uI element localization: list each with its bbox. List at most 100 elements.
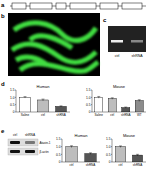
y-tick	[91, 104, 92, 105]
error-bar	[124, 107, 127, 108]
lane-label: ctrl	[13, 133, 18, 137]
y-tick	[91, 112, 92, 113]
lane-label: shRNA	[25, 133, 36, 137]
x-tick-label: ctrl	[119, 163, 123, 167]
error-cap	[24, 96, 27, 97]
y-tick-label: 1.0	[106, 145, 111, 149]
bar	[122, 108, 130, 112]
y-tick-label: 1.5	[86, 88, 91, 92]
error-bar	[60, 106, 63, 107]
x-tick-label: WT	[137, 113, 142, 117]
marks	[20, 97, 67, 112]
chart-title: Mouse	[123, 133, 136, 138]
y-axis	[62, 139, 63, 162]
bar	[56, 106, 67, 112]
error-line	[137, 154, 138, 156]
y-tick	[111, 154, 112, 155]
error-cap	[89, 152, 92, 153]
row-label: Ataxin-1	[40, 141, 51, 145]
figure: abcdectrlshRNActrlshRNAAtaxin-1β-actinHu…	[0, 0, 150, 177]
y-tick-label: 0	[13, 110, 15, 114]
bar	[66, 147, 77, 162]
x-tick-label: shRNA	[86, 163, 96, 167]
y-tick	[91, 97, 92, 98]
error-cap	[119, 145, 122, 146]
error-bar	[24, 97, 27, 98]
lane-label: ctrl	[115, 54, 120, 58]
error-line	[71, 146, 72, 148]
y-axis	[92, 90, 93, 112]
y-axis	[16, 90, 17, 112]
bar	[135, 101, 143, 112]
fluorescence-fold	[20, 62, 98, 71]
y-tick	[15, 112, 16, 113]
construct-element	[56, 3, 66, 9]
marks	[66, 146, 96, 162]
bar	[115, 147, 125, 162]
blot-band	[10, 150, 20, 153]
x-tick-label: ctrl	[70, 163, 74, 167]
y-tick-label: 1.5	[56, 137, 61, 141]
error-bar	[97, 96, 100, 98]
error-cap	[97, 96, 100, 97]
blot-strip	[8, 148, 38, 155]
chart-title: Human	[75, 133, 88, 138]
gel-band	[111, 40, 123, 43]
fluorescence-signal	[12, 23, 98, 72]
gel	[108, 26, 146, 52]
gel-band	[131, 40, 143, 43]
error-cap	[60, 105, 63, 106]
blot-band	[25, 150, 35, 153]
fluorescence-image	[8, 13, 100, 76]
panel-label: c	[103, 17, 107, 23]
y-axis	[112, 139, 113, 162]
chart: Human 0 0.5 1.0 1.5 ctrl shRNA	[56, 133, 100, 168]
y-tick-label: 0.5	[56, 153, 61, 157]
error-bar	[136, 154, 139, 156]
y-tick	[111, 146, 112, 147]
error-cap	[111, 97, 114, 98]
x-tick-label: shRNA	[133, 163, 143, 167]
y-tick	[15, 97, 16, 98]
error-bar	[42, 99, 45, 101]
panel-label: a	[1, 2, 5, 8]
blot-band	[10, 141, 20, 144]
x-tick-label: shRNA	[121, 113, 131, 117]
y-tick-label: 1.0	[56, 145, 61, 149]
y-tick-label: 1.5	[106, 137, 111, 141]
y-tick	[61, 139, 62, 140]
construct-element	[30, 3, 52, 9]
y-tick	[61, 154, 62, 155]
chart: Mouse00.51.01.5SalinectrlshRNAWT	[86, 84, 146, 118]
blot-strip	[8, 139, 38, 146]
error-bar	[89, 153, 92, 155]
error-bar	[119, 146, 122, 148]
y-tick-label: 0.5	[86, 103, 91, 107]
error-line	[61, 106, 62, 107]
chart-title: Mouse	[113, 84, 126, 89]
error-line	[98, 96, 99, 98]
marks	[115, 146, 142, 162]
error-cap	[138, 99, 141, 100]
x-tick-label: ctrl	[110, 113, 114, 117]
background	[0, 0, 150, 177]
error-cap	[70, 145, 73, 146]
panel-label: e	[1, 128, 5, 134]
y-tick	[111, 162, 112, 163]
y-tick	[61, 162, 62, 163]
error-cap	[124, 107, 127, 108]
x-tick-label: ctrl	[41, 113, 45, 117]
error-line	[139, 100, 140, 102]
y-tick-label: 0	[59, 160, 61, 164]
y-tick-label: 1.0	[86, 96, 91, 100]
error-line	[112, 98, 113, 99]
bar	[85, 154, 96, 162]
y-tick	[15, 104, 16, 105]
bar	[132, 155, 142, 162]
chart-title: Human	[37, 84, 50, 89]
y-tick-label: 0.5	[106, 153, 111, 157]
chart: Mouse00.51.01.5ctrlshRNA	[106, 133, 146, 168]
error-line	[120, 146, 121, 148]
bar	[38, 100, 49, 112]
bar	[108, 99, 116, 112]
